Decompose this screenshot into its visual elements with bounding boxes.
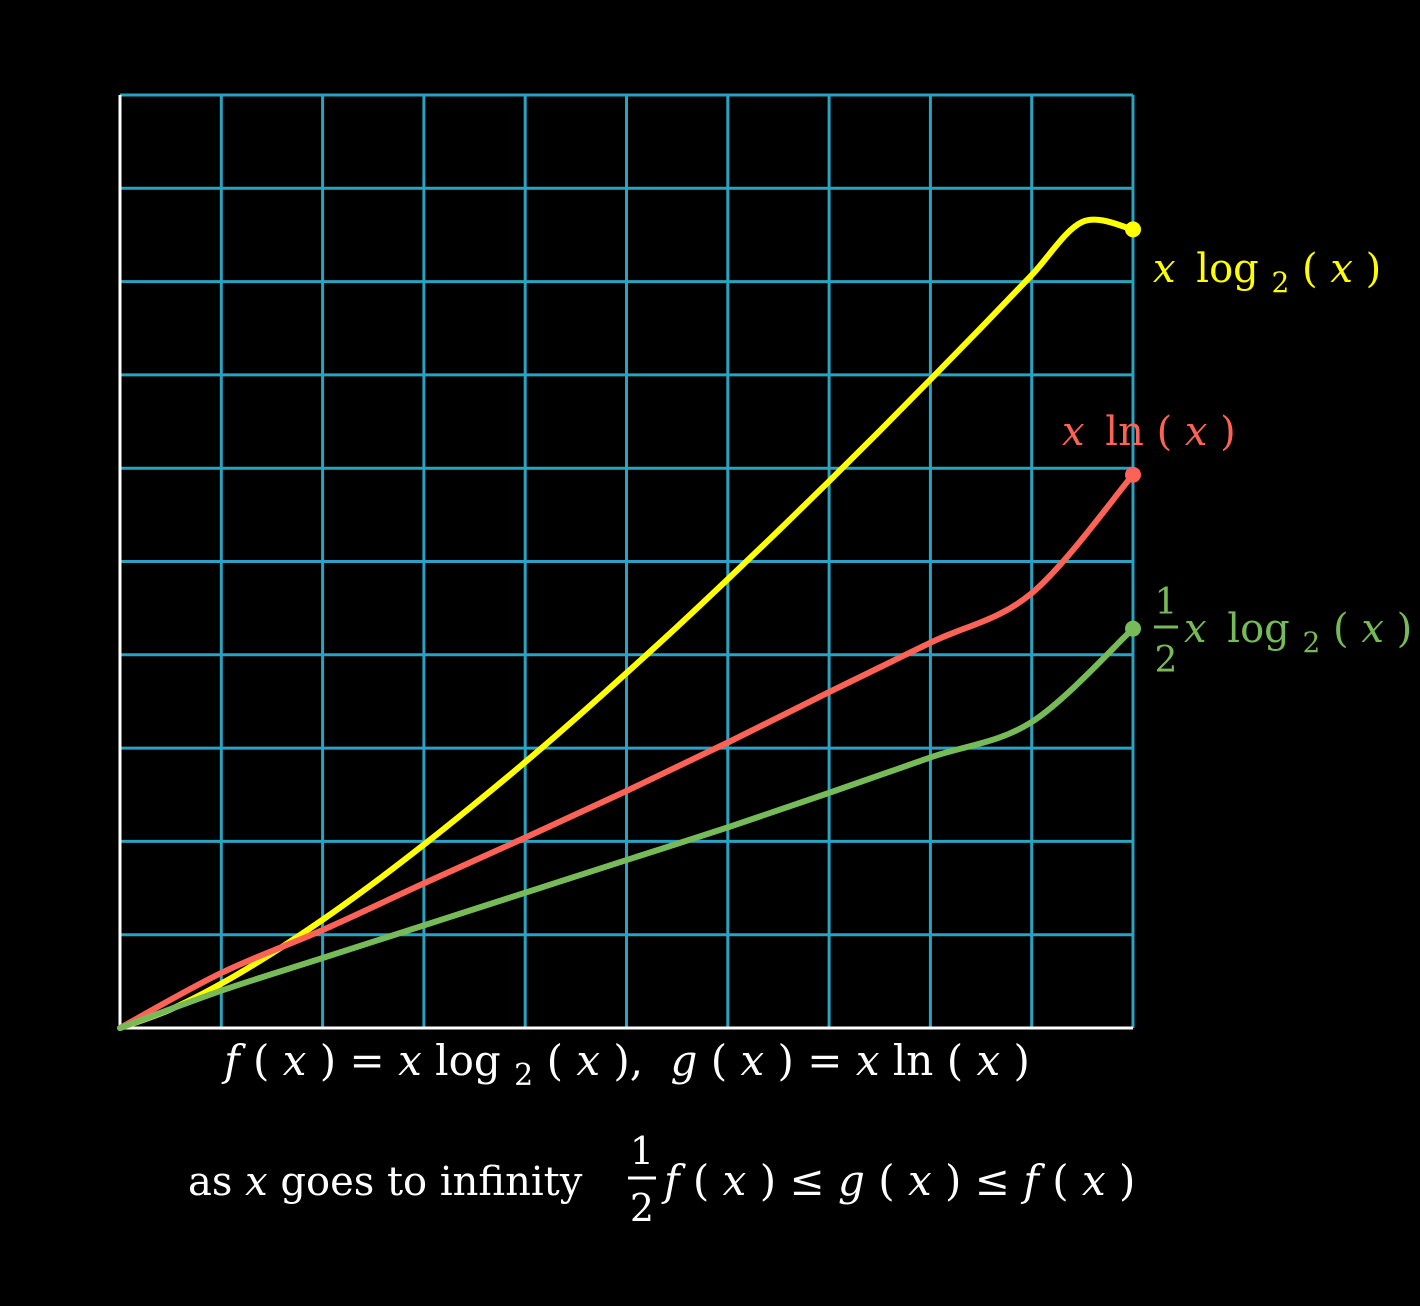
caption-sub: 2	[514, 1058, 533, 1093]
caption-paren: (	[947, 1036, 963, 1085]
caption-inequality: as x goes to infinity 1 2 f ( x ) ≤ g ( …	[188, 1129, 1135, 1230]
caption-paren: )	[1119, 1156, 1135, 1205]
caption-le: ≤	[975, 1156, 1024, 1205]
grid	[118, 93, 1135, 1030]
caption-paren: (	[253, 1036, 269, 1085]
caption-paren: )	[1014, 1036, 1030, 1085]
curves	[117, 216, 1136, 1031]
label-sub: 2	[1271, 266, 1289, 299]
caption-paren: ),	[613, 1036, 643, 1085]
axes	[118, 95, 1133, 1030]
label-var: x	[1062, 409, 1085, 455]
caption-eq: =	[807, 1036, 856, 1085]
caption-func: ln	[893, 1036, 933, 1085]
caption-g: g	[670, 1036, 697, 1085]
caption-paren: )	[760, 1156, 776, 1205]
caption-definitions: f ( x ) = x log 2 ( x ), g ( x ) = x ln …	[221, 1036, 1030, 1095]
caption-var: x	[398, 1036, 422, 1085]
caption-var: x	[740, 1036, 764, 1085]
caption-fraction-numerator: 1	[630, 1129, 654, 1173]
label-var: x	[1184, 606, 1207, 652]
series-line-xlog2x	[117, 216, 1136, 1031]
caption-var: x	[856, 1036, 880, 1085]
label-paren: (	[1157, 409, 1173, 455]
label-expression: x log 2 ( x )	[1184, 606, 1412, 662]
caption-f: f	[221, 1036, 246, 1085]
caption-var: x	[283, 1036, 307, 1085]
caption-word: goes to infinity	[280, 1159, 582, 1205]
label-paren: )	[1397, 606, 1413, 652]
legend-label-xlnx: x ln ( x )	[1062, 409, 1236, 455]
caption-var: x	[1082, 1156, 1106, 1205]
series-end-point-half-xlog2x	[1125, 620, 1141, 637]
caption-f: f	[1020, 1156, 1045, 1205]
caption-paren: )	[945, 1156, 961, 1205]
label-paren: (	[1302, 246, 1318, 292]
label-sub: 2	[1302, 626, 1320, 659]
label-paren: )	[1366, 246, 1382, 292]
caption-paren: )	[778, 1036, 794, 1085]
caption-var: x	[576, 1036, 600, 1085]
label-func: log	[1227, 606, 1289, 652]
caption-paren: (	[1052, 1156, 1068, 1205]
caption-var: x	[908, 1156, 932, 1205]
label-func: ln	[1105, 409, 1144, 455]
label-var: x	[1330, 246, 1353, 292]
series-end-point-xlnx	[1125, 466, 1141, 483]
caption-word: as	[188, 1159, 245, 1205]
caption-paren: (	[711, 1036, 727, 1085]
end-points	[1125, 221, 1141, 637]
caption-var: x	[245, 1159, 268, 1205]
label-var: x	[1361, 606, 1384, 652]
caption-inequality-expression: f ( x ) ≤ g ( x ) ≤ f ( x )	[661, 1156, 1135, 1205]
caption-le: ≤	[789, 1156, 838, 1205]
caption-inequality-prefix: as x goes to infinity	[188, 1159, 583, 1205]
caption-f: f	[661, 1156, 686, 1205]
caption-paren: (	[878, 1156, 894, 1205]
legend-label-xlog2x: x log 2 ( x )	[1153, 246, 1381, 302]
caption-var: x	[723, 1156, 747, 1205]
series-line-xlnx	[117, 471, 1136, 1031]
label-var: x	[1153, 246, 1176, 292]
caption-g: g	[838, 1156, 865, 1205]
caption-paren: (	[547, 1036, 563, 1085]
legend-label-half-xlog2x: 1 2 x log 2 ( x )	[1154, 582, 1412, 681]
series-line-half-xlog2x	[117, 625, 1136, 1031]
label-func: log	[1196, 246, 1258, 292]
fraction-numerator: 1	[1155, 582, 1178, 623]
caption-fraction-denominator: 2	[630, 1186, 654, 1230]
caption-paren: (	[693, 1156, 709, 1205]
label-var: x	[1185, 409, 1208, 455]
label-paren: )	[1220, 409, 1236, 455]
caption-var: x	[976, 1036, 1000, 1085]
caption-eq: =	[350, 1036, 399, 1085]
caption-func: log	[435, 1036, 501, 1085]
caption-paren: )	[320, 1036, 336, 1085]
series-end-point-xlog2x	[1125, 221, 1141, 238]
label-paren: (	[1333, 606, 1349, 652]
fraction-denominator: 2	[1155, 640, 1178, 681]
